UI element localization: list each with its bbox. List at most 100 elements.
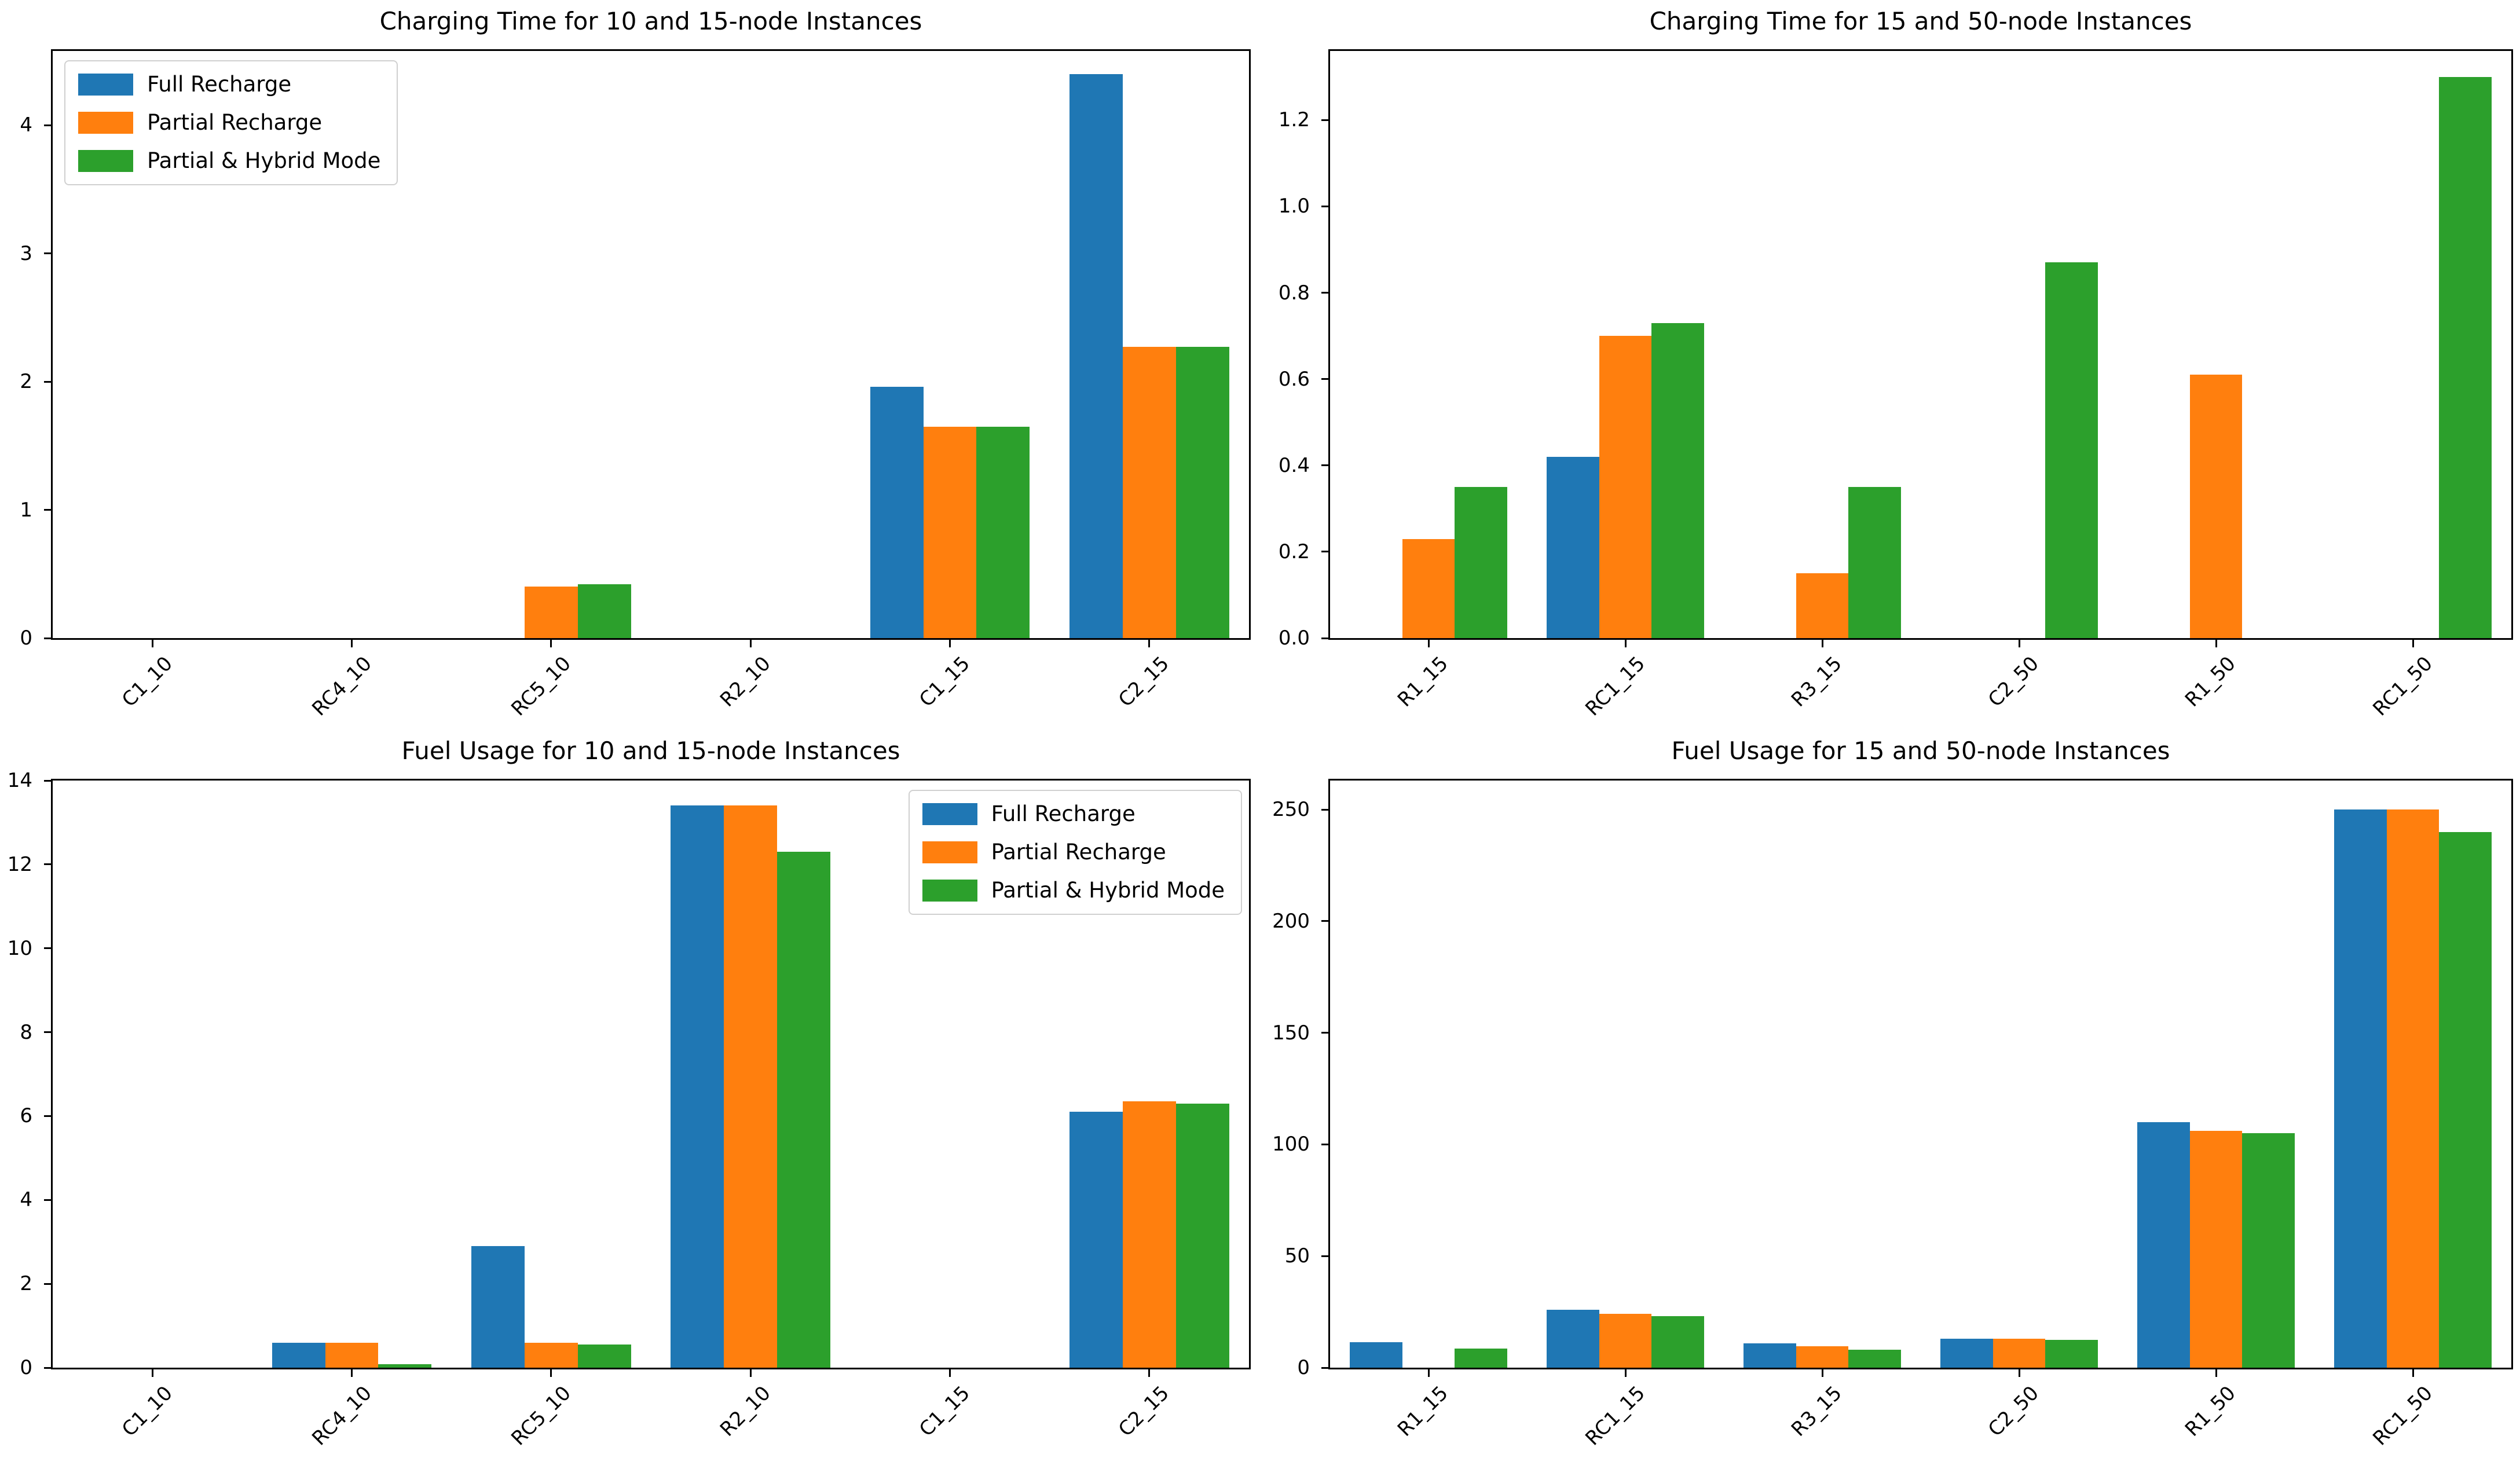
y-tick-label: 10 bbox=[7, 936, 32, 960]
bar-full-recharge bbox=[2334, 809, 2387, 1368]
legend-label: Full Recharge bbox=[991, 801, 1136, 826]
bar-partial-recharge bbox=[1122, 1101, 1176, 1368]
bar-full-recharge bbox=[1547, 1309, 1599, 1368]
y-tick-mark bbox=[44, 1031, 51, 1034]
bar-partial-hybrid-mode bbox=[2242, 1133, 2295, 1368]
y-tick-label: 0 bbox=[20, 627, 32, 650]
x-tick-label: R2_10 bbox=[715, 1382, 775, 1441]
y-tick-label: 14 bbox=[7, 769, 32, 792]
x-tick-label: RC4_10 bbox=[307, 652, 376, 721]
y-tick-mark bbox=[44, 252, 51, 255]
y-tick-label: 4 bbox=[20, 1188, 32, 1212]
legend-label: Partial Recharge bbox=[147, 110, 323, 135]
y-tick-mark bbox=[1321, 1255, 1328, 1257]
legend-label: Full Recharge bbox=[147, 72, 292, 97]
y-tick-mark bbox=[1321, 1143, 1328, 1145]
y-tick-mark bbox=[44, 1283, 51, 1285]
y-tick-label: 6 bbox=[20, 1104, 32, 1128]
x-tick-label: RC4_10 bbox=[307, 1382, 376, 1450]
y-tick-label: 0.4 bbox=[1278, 453, 1310, 477]
plot-area: 0 50 100 150 200 250 R1_15 RC1_15 R3_15 C2_50 R1_5… bbox=[1272, 779, 2513, 1450]
bar-partial-hybrid-mode bbox=[1848, 487, 1901, 638]
x-tick-mark bbox=[1427, 1369, 1430, 1377]
bar-full-recharge bbox=[1547, 456, 1599, 638]
bar-partial-hybrid-mode bbox=[976, 426, 1030, 638]
x-tick-mark bbox=[949, 1369, 951, 1377]
bar-full-recharge bbox=[1744, 1343, 1796, 1368]
legend-label: Partial & Hybrid Mode bbox=[147, 148, 381, 173]
x-tick-mark bbox=[2412, 640, 2414, 647]
y-tick-label: 0 bbox=[1297, 1356, 1310, 1379]
x-tick-mark bbox=[2018, 640, 2020, 647]
y-tick-label: 250 bbox=[1272, 798, 1310, 822]
x-tick-mark bbox=[2018, 1369, 2020, 1377]
bar-partial-recharge bbox=[524, 587, 578, 638]
y-tick-mark bbox=[44, 947, 51, 950]
bar-partial-recharge bbox=[923, 426, 977, 638]
legend-swatch-icon bbox=[78, 150, 133, 172]
y-tick-mark bbox=[44, 1115, 51, 1117]
x-tick-label: C1_15 bbox=[914, 1382, 975, 1441]
bar-partial-hybrid-mode bbox=[577, 1345, 631, 1368]
bar-partial-recharge bbox=[1796, 1346, 1849, 1368]
chart-title: Fuel Usage for 10 and 15-node Instances bbox=[401, 737, 900, 765]
y-tick-mark bbox=[1321, 1367, 1328, 1369]
bar-partial-hybrid-mode bbox=[777, 852, 830, 1368]
legend: Full Recharge Partial Recharge Partial & H… bbox=[64, 60, 398, 185]
bar-partial-recharge bbox=[1796, 573, 1849, 638]
x-tick-label: R3_15 bbox=[1787, 652, 1847, 712]
y-tick-label: 150 bbox=[1272, 1021, 1310, 1045]
x-tick-mark bbox=[550, 640, 552, 647]
y-tick-mark bbox=[44, 380, 51, 383]
bar-full-recharge bbox=[1940, 1338, 1993, 1368]
legend-swatch-icon bbox=[922, 880, 977, 902]
x-tick-mark bbox=[351, 1369, 353, 1377]
legend-entry: Partial & Hybrid Mode bbox=[922, 878, 1225, 903]
x-tick-label: RC5_10 bbox=[507, 652, 576, 721]
x-tick-mark bbox=[151, 640, 153, 647]
plot-area: 0 1 2 3 4 C1_10 RC4_10 RC5_10 R2_10 C1_15 C2_15 Ful… bbox=[20, 49, 1251, 720]
y-tick-label: 2 bbox=[20, 1272, 32, 1296]
chart-title: Charging Time for 10 and 15-node Instanc… bbox=[379, 7, 922, 35]
bar-partial-hybrid-mode bbox=[1455, 487, 1507, 638]
x-tick-label: R3_15 bbox=[1787, 1382, 1847, 1441]
x-tick-label: C2_15 bbox=[1114, 1382, 1174, 1441]
x-tick-mark bbox=[1624, 1369, 1627, 1377]
bar-partial-hybrid-mode bbox=[1651, 323, 1704, 638]
legend-entry: Partial Recharge bbox=[78, 110, 380, 135]
y-tick-mark bbox=[1321, 205, 1328, 207]
x-tick-mark bbox=[1148, 1369, 1151, 1377]
bar-full-recharge bbox=[671, 805, 724, 1368]
x-tick-mark bbox=[749, 640, 752, 647]
legend-swatch-icon bbox=[78, 112, 133, 134]
legend-entry: Partial & Hybrid Mode bbox=[78, 148, 380, 174]
bar-partial-hybrid-mode bbox=[378, 1364, 432, 1368]
x-tick-mark bbox=[550, 1369, 552, 1377]
bar-partial-recharge bbox=[524, 1342, 578, 1368]
x-tick-label: R1_50 bbox=[2181, 1382, 2241, 1441]
x-tick-label: RC5_10 bbox=[507, 1382, 576, 1450]
x-tick-mark bbox=[351, 640, 353, 647]
y-tick-label: 0 bbox=[20, 1356, 32, 1379]
bar-partial-recharge bbox=[1992, 1338, 2046, 1368]
y-tick-label: 2 bbox=[20, 370, 32, 394]
legend: Full Recharge Partial Recharge Partial & H… bbox=[908, 790, 1242, 915]
y-tick-mark bbox=[1321, 637, 1328, 639]
x-tick-label: C1_10 bbox=[117, 652, 177, 712]
y-tick-mark bbox=[1321, 119, 1328, 121]
subplot-charging-time-10-15: Charging Time for 10 and 15-node Instanc… bbox=[0, 0, 1260, 729]
legend-entry: Partial Recharge bbox=[922, 840, 1225, 865]
x-tick-label: C2_15 bbox=[1114, 652, 1174, 712]
y-tick-label: 8 bbox=[20, 1020, 32, 1044]
x-tick-label: C2_50 bbox=[1984, 652, 2044, 712]
y-tick-mark bbox=[1321, 464, 1328, 467]
bar-full-recharge bbox=[870, 387, 924, 638]
x-tick-label: R1_50 bbox=[2181, 652, 2241, 712]
plot-area: 0.0 0.2 0.4 0.6 0.8 1.0 1.2 R1_15 RC1_15 R3_15 C2_… bbox=[1279, 49, 2513, 720]
bar-partial-hybrid-mode bbox=[1455, 1349, 1507, 1368]
x-tick-mark bbox=[1148, 640, 1151, 647]
subplot-fuel-usage-15-50: Fuel Usage for 15 and 50-node Instances … bbox=[1260, 730, 2520, 1458]
x-tick-label: C1_15 bbox=[914, 652, 975, 712]
y-tick-label: 1.2 bbox=[1278, 108, 1310, 132]
